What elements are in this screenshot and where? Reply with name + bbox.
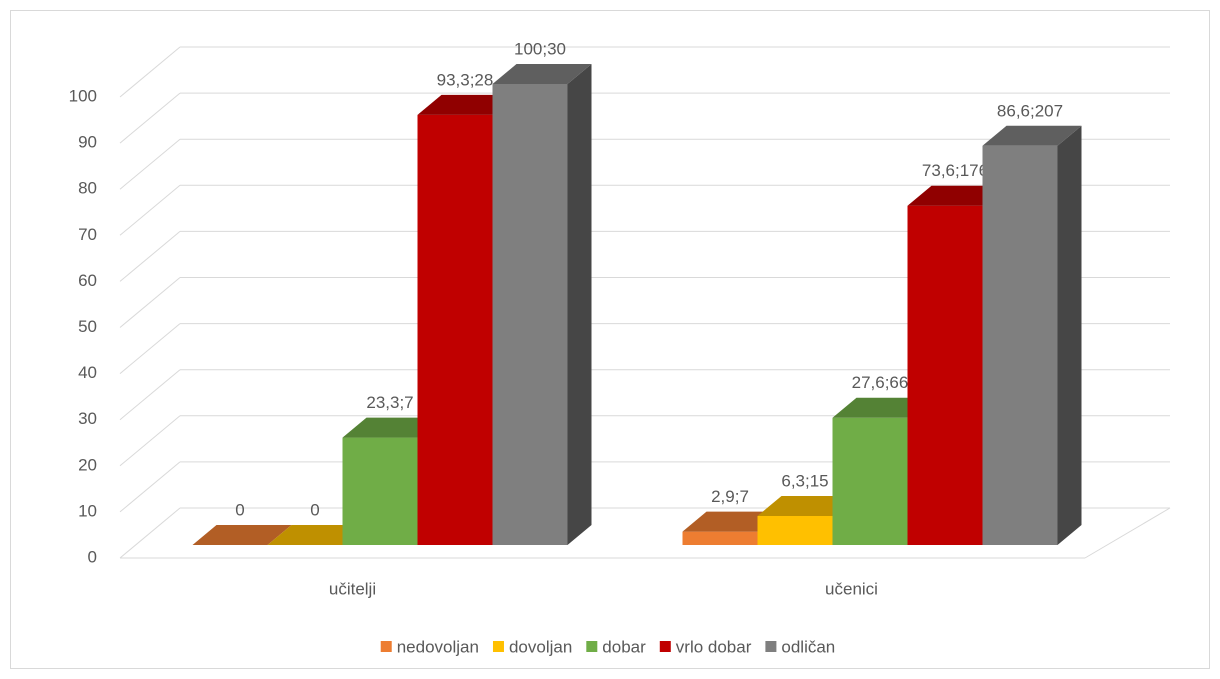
y-tick-label: 90 — [78, 133, 97, 152]
y-tick-label: 70 — [78, 225, 97, 244]
data-label: 6,3;15 — [781, 471, 828, 490]
y-tick-label: 50 — [78, 317, 97, 336]
y-tick-label: 40 — [78, 363, 97, 382]
grid-line — [119, 92, 181, 144]
bar — [492, 84, 568, 545]
legend-label: dovoljan — [509, 637, 572, 656]
bar-top — [417, 94, 517, 115]
bar — [982, 145, 1058, 546]
x-tick-label: učenici — [825, 579, 878, 598]
y-tick-label: 60 — [78, 271, 97, 290]
grid-line — [119, 461, 181, 513]
bar-top — [982, 125, 1082, 146]
bar-top — [682, 511, 782, 532]
data-label: 2,9;7 — [711, 487, 749, 506]
legend-label: dobar — [602, 637, 646, 656]
data-label: 73,6;176 — [922, 161, 988, 180]
legend-swatch — [765, 641, 777, 652]
data-label: 86,6;207 — [997, 101, 1063, 120]
bar — [832, 417, 908, 545]
grid-line — [119, 231, 181, 282]
data-label: 93,3;28 — [437, 70, 494, 89]
bar — [757, 515, 833, 545]
legend-swatch — [492, 641, 504, 652]
legend-label: nedovoljan — [397, 637, 479, 656]
legend-swatch — [659, 641, 671, 652]
y-tick-label: 100 — [69, 86, 97, 105]
grid-line — [119, 415, 181, 467]
bar-top — [757, 495, 857, 516]
bar-top — [832, 397, 932, 418]
bar-top — [267, 525, 367, 545]
grid-line — [119, 369, 181, 421]
grid-line — [119, 184, 181, 236]
x-tick-label: učitelji — [329, 579, 376, 598]
grid-line — [119, 323, 181, 374]
bar-top — [342, 417, 442, 438]
y-tick-label: 80 — [78, 179, 97, 198]
data-label: 100;30 — [514, 39, 566, 58]
y-tick-label: 30 — [78, 409, 97, 428]
grid-line — [119, 507, 181, 559]
y-tick-label: 10 — [78, 501, 97, 520]
bar-top — [907, 185, 1007, 206]
y-tick-label: 0 — [88, 547, 97, 566]
data-label: 0 — [235, 500, 244, 519]
bar-side — [567, 64, 592, 545]
bar — [682, 531, 758, 545]
y-tick-label: 20 — [78, 455, 97, 474]
legend-swatch — [380, 641, 392, 652]
bar-top — [192, 525, 292, 545]
bar-top — [492, 64, 592, 84]
bar-side — [1057, 125, 1082, 546]
floor-line — [1084, 507, 1171, 559]
bar — [907, 205, 983, 546]
legend-swatch — [586, 641, 598, 652]
bar — [342, 437, 418, 545]
data-label: 0 — [310, 500, 319, 519]
legend-label: vrlo dobar — [676, 637, 752, 656]
legend-label: odličan — [781, 637, 835, 656]
data-label: 27,6;66 — [852, 373, 909, 392]
grid-line — [119, 277, 181, 328]
grid-line — [119, 46, 181, 98]
data-label: 23,3;7 — [366, 393, 413, 412]
bar — [417, 114, 493, 546]
grid-line — [119, 138, 181, 190]
